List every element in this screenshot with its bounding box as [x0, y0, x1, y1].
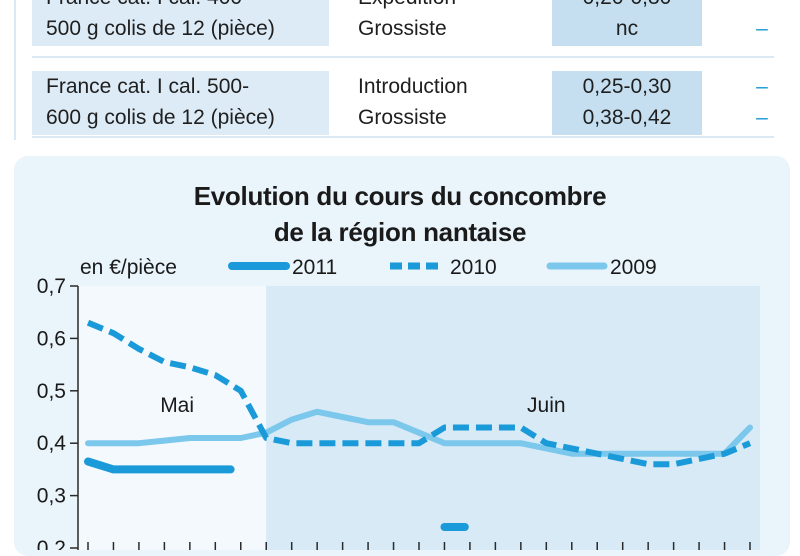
- legend-label-2011: 2011: [292, 256, 337, 279]
- may-background: [78, 286, 267, 550]
- price-cell: 0,25-0,30 0,38-0,42: [552, 71, 702, 135]
- series-line-2011: [84, 457, 235, 474]
- chart-title: Evolution du cours du concombre de la ré…: [0, 178, 800, 250]
- variation-cell: – –: [756, 75, 768, 129]
- variation-cell: – –: [756, 0, 768, 40]
- stage-cell: Expédition Grossiste: [358, 0, 456, 40]
- table-row: France cat. I cal. 500- 600 g colis de 1…: [32, 71, 788, 135]
- legend-label-2009: 2009: [610, 256, 657, 279]
- row-divider: [32, 136, 774, 138]
- month-label: Juin: [527, 394, 566, 417]
- legend-label-2010: 2010: [450, 256, 497, 279]
- table-row: France cat. I cal. 400- 500 g colis de 1…: [32, 0, 788, 46]
- row-divider: [32, 56, 774, 58]
- y-tick-label: 0,4: [37, 432, 67, 455]
- series-line-2009: [85, 408, 753, 457]
- y-tick-label: 0,6: [37, 327, 66, 350]
- series-line-2010: [86, 319, 752, 468]
- y-unit-label: en €/pièce: [80, 256, 177, 279]
- y-tick-label: 0,7: [37, 275, 66, 298]
- y-tick-label: 0,3: [37, 485, 66, 508]
- chart-title-line2: de la région nantaise: [273, 217, 527, 247]
- product-cell: France cat. I cal. 500- 600 g colis de 1…: [32, 71, 329, 135]
- chart-title-line1: Evolution du cours du concombre: [193, 181, 607, 211]
- month-label: Mai: [160, 394, 194, 417]
- product-cell: France cat. I cal. 400- 500 g colis de 1…: [32, 0, 329, 46]
- y-tick-label: 0,5: [37, 380, 66, 403]
- y-tick-label: 0,2: [37, 537, 66, 550]
- price-cell: 0,20-0,30 nc: [552, 0, 702, 46]
- stage-cell: Introduction Grossiste: [358, 75, 468, 129]
